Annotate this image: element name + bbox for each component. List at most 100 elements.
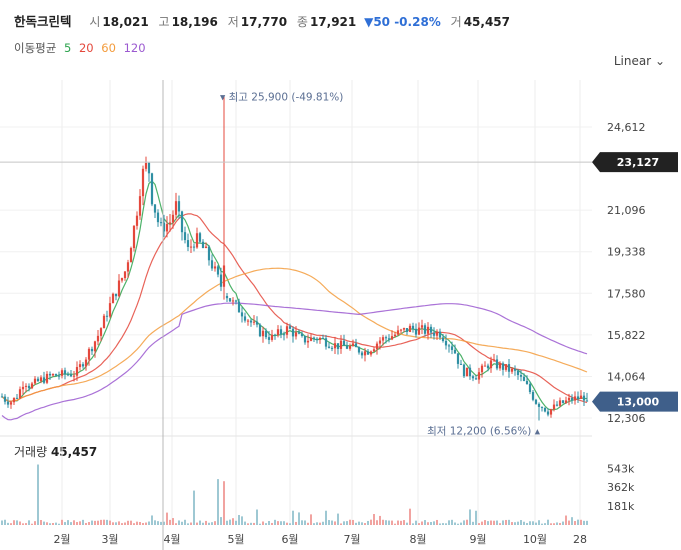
candle-body xyxy=(249,320,253,323)
volume-bar xyxy=(349,519,351,525)
volume-bar xyxy=(532,521,534,525)
volume-tick-label: 543k xyxy=(607,462,635,475)
candle-body xyxy=(261,330,265,337)
volume-bar xyxy=(415,520,417,525)
candle-body xyxy=(33,378,37,384)
volume-bar xyxy=(268,521,270,525)
candle-body xyxy=(477,372,481,380)
candle-body xyxy=(342,340,346,346)
x-tick-label: 10월 xyxy=(523,533,547,546)
volume-bar xyxy=(217,479,219,525)
candle-body xyxy=(18,389,22,399)
volume-bar xyxy=(163,521,165,525)
candle-body xyxy=(96,335,100,342)
candle-body xyxy=(462,364,466,377)
ma-60-label: 60 xyxy=(101,41,116,55)
ma-60-line xyxy=(1,267,588,402)
volume-bar xyxy=(46,522,48,525)
candle-body xyxy=(156,212,160,223)
candle-body xyxy=(84,359,88,367)
volume-bar xyxy=(559,522,561,525)
candle-body xyxy=(369,351,373,355)
candle-body xyxy=(147,162,151,174)
candle-body xyxy=(132,225,136,249)
candle-body xyxy=(315,338,319,340)
crosshair-price-label: 23,127 xyxy=(617,156,659,169)
candle-body xyxy=(129,248,133,263)
candle-body xyxy=(198,233,202,242)
volume-bar xyxy=(37,464,39,525)
candle-body xyxy=(423,325,427,334)
volume-bar xyxy=(553,523,555,525)
candle-body xyxy=(510,368,514,372)
candle-body xyxy=(408,325,412,332)
y-tick-label: 12,306 xyxy=(607,412,646,425)
volume-bar xyxy=(127,520,129,525)
volume-title-value: 45,457 xyxy=(50,445,98,459)
candle-body xyxy=(486,365,490,369)
volume-bar xyxy=(211,522,213,525)
volume-bar xyxy=(247,523,249,525)
candle-body xyxy=(174,201,178,215)
volume-bar xyxy=(304,520,306,525)
candle-body xyxy=(300,333,304,337)
volume-bar xyxy=(166,512,168,525)
volume-bar xyxy=(85,522,87,525)
candle-body xyxy=(402,328,406,330)
candles xyxy=(0,96,589,421)
candle-body xyxy=(99,328,103,336)
volume-bar xyxy=(478,523,480,525)
candle-body xyxy=(162,222,166,232)
volume-bar xyxy=(109,520,111,525)
volume-bar xyxy=(421,521,423,525)
volume-bar xyxy=(280,521,282,525)
y-tick-label: 15,822 xyxy=(607,329,646,342)
volume-tick-label: 362k xyxy=(607,481,635,494)
candle-body xyxy=(135,215,139,226)
candle-body xyxy=(48,373,52,376)
volume-bar xyxy=(10,523,12,525)
candle-body xyxy=(195,233,199,248)
scale-selector[interactable]: Linear ⌄ xyxy=(614,54,665,68)
volume-bar xyxy=(370,519,372,525)
volume-title-label: 거래량 xyxy=(14,445,48,459)
volume-bar xyxy=(106,519,108,525)
volume-label: 거 xyxy=(450,15,462,29)
volume-bar xyxy=(325,510,327,525)
candle-body xyxy=(336,343,340,349)
candle-body xyxy=(165,224,169,232)
volume-bar xyxy=(556,522,558,525)
candle-body xyxy=(78,364,82,368)
volume-bar xyxy=(391,520,393,525)
volume-bar xyxy=(571,517,573,525)
high-value: 18,196 xyxy=(171,15,218,29)
volume-bar xyxy=(22,523,24,525)
volume-bar xyxy=(31,523,33,525)
volume-bar xyxy=(79,521,81,525)
candle-body xyxy=(519,375,523,377)
candle-body xyxy=(51,374,55,376)
candle-body xyxy=(426,326,430,334)
volume-bar xyxy=(535,522,537,525)
volume-bar xyxy=(514,522,516,525)
low-annotation: 최저 12,200 (6.56%) ▴ xyxy=(427,426,541,438)
candle-body xyxy=(24,385,28,387)
x-tick-label: 28 xyxy=(573,533,587,546)
last-price-label: 13,000 xyxy=(617,396,660,409)
candle-body xyxy=(144,162,148,169)
volume-bar xyxy=(157,521,159,525)
candle-body xyxy=(513,368,517,371)
volume-bar xyxy=(28,520,30,525)
candle-body xyxy=(267,337,271,340)
candle-body xyxy=(354,343,358,348)
candle-body xyxy=(153,204,157,213)
volume-bar xyxy=(427,522,429,525)
candle-body xyxy=(453,349,457,354)
candle-body xyxy=(444,340,448,346)
candle-body xyxy=(30,383,34,389)
candle-body xyxy=(363,351,367,356)
candle-body xyxy=(255,321,259,325)
ma-legend[interactable]: 이동평균 5 20 60 120 xyxy=(14,40,150,56)
candle-body xyxy=(243,316,247,321)
